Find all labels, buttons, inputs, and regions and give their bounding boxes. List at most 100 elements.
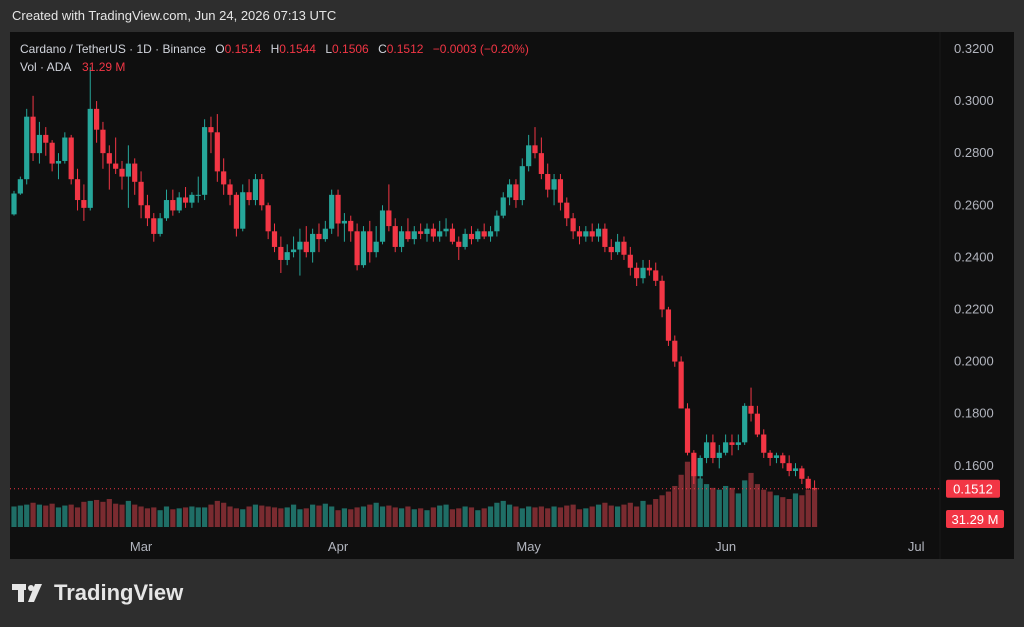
volume-bar xyxy=(157,510,163,527)
candle-body xyxy=(360,231,367,266)
volume-bar xyxy=(716,489,722,527)
candle-body xyxy=(443,228,449,232)
chart-legend: Cardano / TetherUS · 1D · Binance O0.151… xyxy=(20,40,529,76)
candle-body xyxy=(259,179,265,206)
volume-bar xyxy=(214,500,220,527)
volume-bar xyxy=(418,508,424,527)
volume-bar xyxy=(30,502,36,527)
candle-body xyxy=(494,215,500,232)
volume-bar xyxy=(284,507,290,527)
volume-bar xyxy=(773,495,780,527)
candle-body xyxy=(348,220,354,232)
candle-body xyxy=(87,108,93,208)
candle-body xyxy=(81,200,87,208)
volume-row: Vol · ADA 31.29 M xyxy=(20,58,529,76)
candle-body xyxy=(240,192,246,229)
candle-body xyxy=(703,442,710,458)
candle-body xyxy=(729,442,735,445)
x-tick-label: Jun xyxy=(715,539,736,554)
candlestick-chart[interactable]: 0.3200 0.3000 0.2800 0.2600 0.2400 0.2200 0.20… xyxy=(10,32,1014,559)
candle-body xyxy=(513,184,519,201)
candle-body xyxy=(551,179,557,190)
volume-bar xyxy=(354,507,360,527)
candle-body xyxy=(780,455,786,464)
candle-body xyxy=(576,231,583,237)
volume-bar xyxy=(132,504,138,527)
volume-bar xyxy=(81,501,87,527)
volume-bar xyxy=(278,508,284,527)
volume-bar xyxy=(691,471,697,527)
candle-body xyxy=(354,231,360,266)
volume-bar xyxy=(221,502,227,527)
tradingview-logo[interactable]: TradingView xyxy=(12,580,183,606)
candle-body xyxy=(11,193,17,215)
volume-bar xyxy=(608,505,614,527)
volume-bar xyxy=(233,508,239,527)
volume-bar xyxy=(589,506,595,527)
y-tick-label: 0.2800 xyxy=(954,145,994,160)
volume-bar xyxy=(767,491,773,527)
y-tick-label: 0.1600 xyxy=(954,458,994,473)
candle-body xyxy=(602,228,608,247)
volume-bar xyxy=(424,510,430,527)
volume-bar xyxy=(538,506,544,527)
candle-body xyxy=(634,267,640,279)
volume-bar xyxy=(113,503,119,527)
volume-bar xyxy=(468,507,475,527)
high-value: 0.1544 xyxy=(279,42,316,56)
y-tick-label: 0.3200 xyxy=(954,41,994,56)
created-with-label: Created with TradingView.com, Jun 24, 20… xyxy=(12,8,337,23)
volume-bar xyxy=(754,484,760,527)
candle-body xyxy=(500,197,506,216)
volume-bar xyxy=(513,506,519,527)
volume-bar xyxy=(163,506,170,527)
candle-body xyxy=(392,226,398,247)
candle-body xyxy=(310,233,316,253)
volume-bar xyxy=(398,508,405,527)
x-tick-label: Mar xyxy=(130,539,153,554)
volume-bar xyxy=(449,509,456,527)
candle-body xyxy=(43,134,49,143)
candle-body xyxy=(297,241,303,250)
candle-body xyxy=(202,127,208,195)
volume-bar xyxy=(640,500,646,527)
candle-body xyxy=(456,241,462,247)
candle-body xyxy=(786,463,792,471)
volume-bar xyxy=(310,504,316,527)
candle-body xyxy=(595,228,602,237)
candle-body xyxy=(221,171,227,185)
volume-bar xyxy=(481,508,487,527)
volume-bar xyxy=(93,499,100,527)
volume-bar xyxy=(576,509,583,527)
candle-body xyxy=(672,340,678,362)
chart-panel[interactable]: 0.3200 0.3000 0.2800 0.2600 0.2400 0.2200 0.20… xyxy=(10,32,1014,559)
close-value: 0.1512 xyxy=(386,42,424,56)
change-value: −0.0003 (−0.20%) xyxy=(432,42,529,56)
volume-bar xyxy=(595,504,602,527)
volume-bar xyxy=(138,506,144,527)
candle-body xyxy=(735,442,741,445)
volume-bar xyxy=(182,507,189,527)
volume-bar xyxy=(526,506,532,527)
volume-label[interactable]: Vol · ADA xyxy=(20,60,71,74)
candle-body xyxy=(405,231,411,240)
volume-bar xyxy=(621,504,627,527)
volume-bar xyxy=(151,507,157,527)
volume-bar xyxy=(735,493,741,527)
x-tick-label: Jul xyxy=(908,539,925,554)
candle-body xyxy=(723,442,729,453)
volume-bar xyxy=(456,508,462,527)
volume-bar xyxy=(106,499,112,527)
candle-body xyxy=(532,145,538,154)
symbol-label[interactable]: Cardano / TetherUS · 1D · Binance xyxy=(20,42,206,56)
volume-bar xyxy=(303,508,309,527)
volume-bar xyxy=(519,508,525,527)
candle-body xyxy=(424,228,430,234)
candle-body xyxy=(430,228,436,237)
candle-body xyxy=(526,145,532,167)
volume-bar xyxy=(17,505,23,527)
candle-body xyxy=(615,241,621,253)
volume-bar xyxy=(170,509,176,527)
volume-bar xyxy=(11,506,17,527)
candle-body xyxy=(653,270,659,281)
